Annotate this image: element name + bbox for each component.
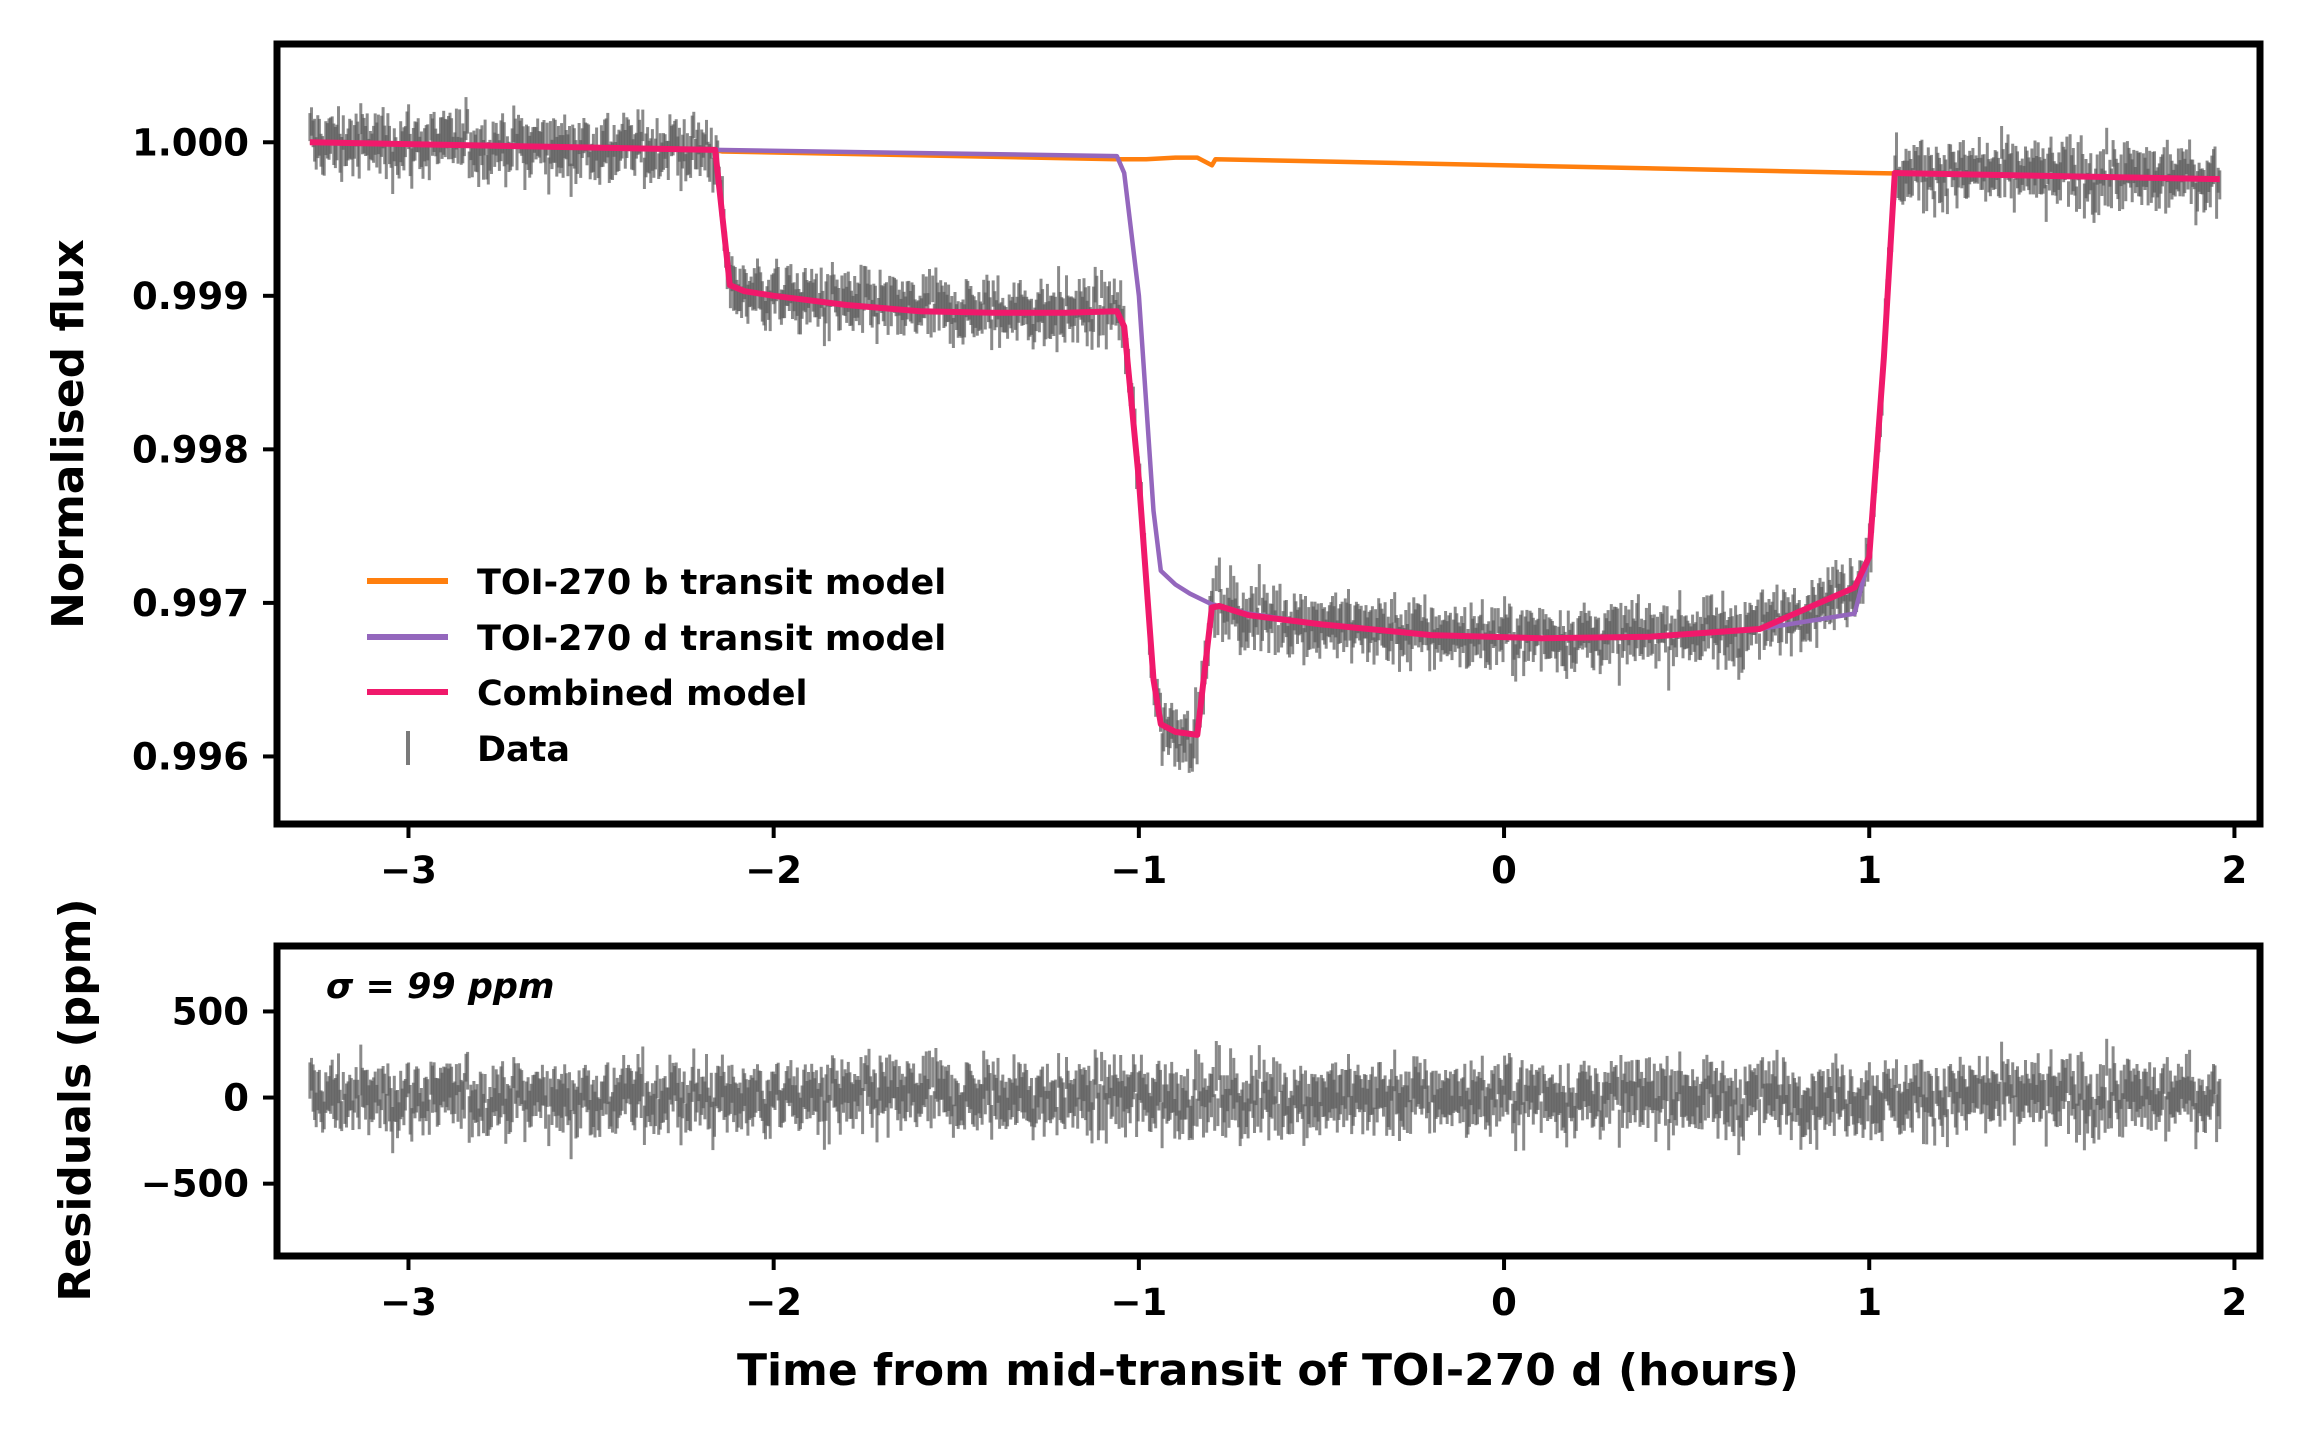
flux-y-axis-label: Normalised flux [43,239,94,629]
residual-panel-frame [273,942,2264,1260]
residual-data-points [308,1038,2222,1160]
flux-x-ticks: −3 −2 −1 0 1 2 [380,824,2247,892]
flux-x-tick-label: 1 [1856,849,1882,892]
flux-x-tick-label: −1 [1110,849,1167,892]
flux-x-tick-label: −2 [745,849,802,892]
legend-label-d: TOI-270 d transit model [477,619,946,659]
flux-data-points [308,97,2222,773]
flux-x-tick-label: −3 [380,849,437,892]
flux-x-tick-label: 0 [1491,849,1517,892]
flux-y-tick-label: 0.997 [132,582,249,625]
flux-panel-frame [273,40,2264,828]
residual-y-axis-label: Residuals (ppm) [50,898,101,1301]
flux-y-tick-label: 0.998 [132,428,249,471]
residual-x-tick-label: 0 [1491,1281,1517,1324]
legend-label-b: TOI-270 b transit model [477,563,946,603]
flux-panel: −3 −2 −1 0 1 2 1.000 0.999 0.998 0.997 0.996 Norm… [43,40,2264,892]
legend-label-data: Data [477,730,570,770]
residual-x-tick-label: −3 [380,1281,437,1324]
legend: TOI-270 b transit model TOI-270 d transi… [367,563,946,770]
flux-y-ticks: 1.000 0.999 0.998 0.997 0.996 [132,121,277,778]
residual-y-tick-label: 0 [223,1077,249,1120]
residual-y-ticks: 500 0 −500 [141,990,277,1206]
residual-y-tick-label: −500 [141,1163,249,1206]
residual-x-tick-label: −2 [745,1281,802,1324]
residual-panel: −3 −2 −1 0 1 2 500 0 −500 Residuals (ppm) σ = 9… [50,898,2264,1396]
residual-x-tick-label: −1 [1110,1281,1167,1324]
flux-y-tick-label: 0.996 [132,735,249,778]
x-axis-label: Time from mid-transit of TOI-270 d (hour… [737,1345,1799,1396]
residual-x-tick-label: 1 [1856,1281,1882,1324]
flux-x-tick-label: 2 [2222,849,2248,892]
residual-y-tick-label: 500 [172,990,249,1033]
flux-y-tick-label: 0.999 [132,275,249,318]
flux-model-lines [309,139,2220,738]
residual-x-ticks: −3 −2 −1 0 1 2 [380,1256,2247,1324]
residual-x-tick-label: 2 [2222,1281,2248,1324]
model-line-combined [309,139,2220,738]
legend-label-combined: Combined model [477,674,807,714]
sigma-annotation: σ = 99 ppm [326,967,554,1007]
flux-y-tick-label: 1.000 [132,121,249,164]
